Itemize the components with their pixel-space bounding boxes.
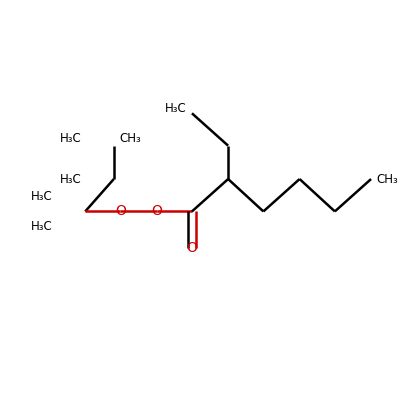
Text: H₃C: H₃C — [60, 172, 82, 186]
Text: O: O — [186, 241, 197, 255]
Text: O: O — [151, 204, 162, 218]
Text: CH₃: CH₃ — [377, 172, 398, 186]
Text: H₃C: H₃C — [31, 220, 53, 233]
Text: H₃C: H₃C — [164, 102, 186, 115]
Text: H₃C: H₃C — [60, 132, 82, 144]
Text: O: O — [115, 204, 126, 218]
Text: CH₃: CH₃ — [120, 132, 141, 144]
Text: H₃C: H₃C — [31, 190, 53, 203]
